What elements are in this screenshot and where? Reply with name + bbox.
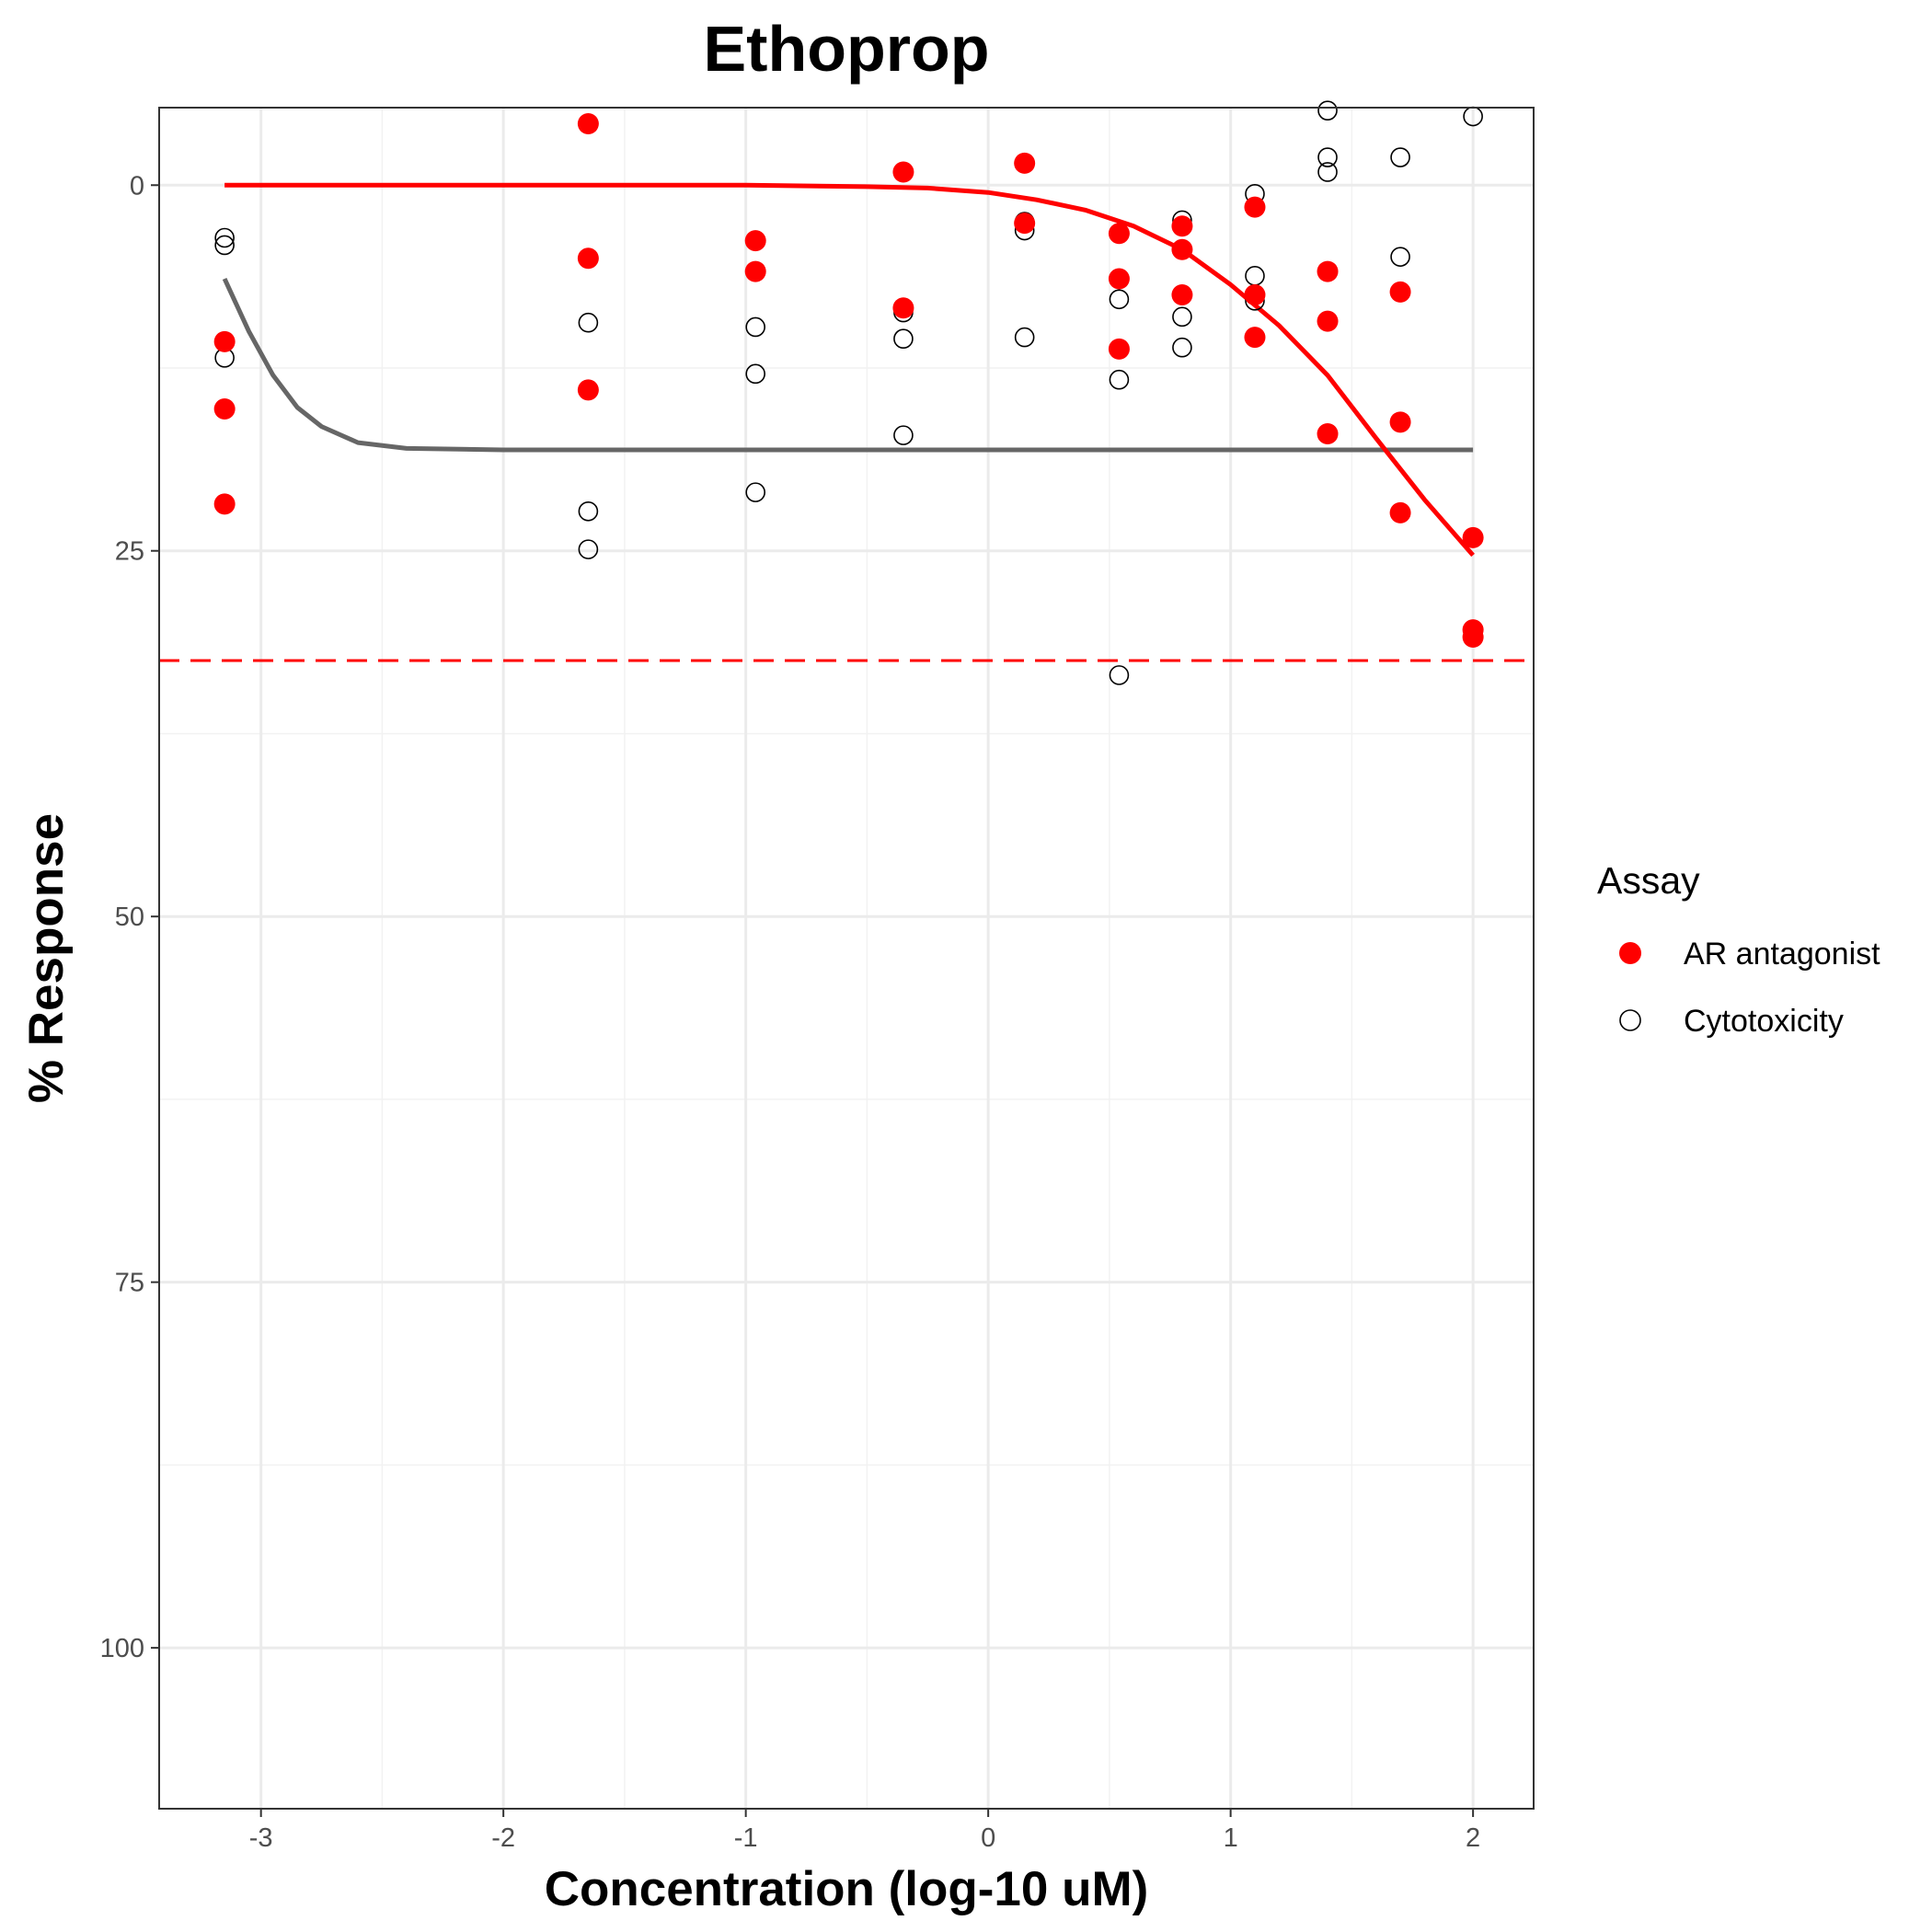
ar-antagonist-point [1317,310,1339,332]
x-tick-label: 2 [1466,1823,1480,1853]
plot-panel-border [158,107,1535,1810]
cytotoxicity-point [745,316,765,338]
cytotoxicity-point [745,363,765,385]
ar-antagonist-point [1014,213,1036,235]
ar-antagonist-point [1244,327,1266,349]
cytotoxicity-point [1109,289,1130,310]
ar-antagonist-point [1244,284,1266,306]
ar-antagonist-point [1389,281,1411,303]
cytotoxicity-point [578,539,599,559]
ar-antagonist-point [1462,526,1484,548]
y-tick-label: 0 [130,171,144,201]
ar-antagonist-point [1014,152,1036,174]
cytotoxicity-point [1172,306,1192,328]
cytotoxicity-point [1172,337,1192,358]
ar-antagonist-point [1171,284,1193,306]
cytotoxicity-point [214,235,235,256]
ar-antagonist-point [1317,423,1339,445]
cytotoxicity-point [1317,162,1338,182]
grid-layer [159,108,1534,1809]
ar-antagonist-point [1317,260,1339,282]
cytotoxicity-point [1317,100,1338,121]
ar-antagonist-point [1244,196,1266,218]
ar-antagonist-point [213,398,236,420]
y-tick-label: 75 [115,1269,144,1298]
ar-antagonist-fit-curve [224,182,1475,558]
cytotoxicity-point [1245,266,1265,286]
ar-antagonist-point [1108,338,1130,360]
y-tick-label: 100 [100,1634,144,1663]
x-tick-label: -3 [249,1823,273,1853]
cytotoxicity-point [1317,147,1338,167]
ar-antagonist-point [213,330,236,352]
legend-label-ar-antagonist: AR antagonist [1684,937,1880,972]
ar-antagonist-point [892,297,914,319]
ar-antagonist-point [577,112,599,134]
ar-antagonist-point [1171,215,1193,237]
curve-layer [222,182,1475,558]
x-tick-label: -1 [734,1823,758,1853]
y-axis-title: % Response [19,813,74,1103]
cytotoxicity-point [893,425,914,445]
y-tick-label: 50 [115,903,144,932]
ar-antagonist-point [1108,223,1130,245]
ar-antagonist-point [1389,501,1411,523]
ar-antagonist-point [1108,268,1130,290]
point-layer [213,100,1484,685]
legend-marker-cytotoxicity [1619,1009,1641,1031]
ar-antagonist-point [1171,238,1193,260]
ar-antagonist-point [577,247,599,270]
axis-layer: -3 -2 -1 0 1 2 0 25 50 75 100 [100,171,1481,1853]
cytotoxicity-point [214,227,235,248]
ar-antagonist-point [744,230,766,252]
x-tick-label: 1 [1224,1823,1238,1853]
cytotoxicity-point [1109,665,1130,685]
y-tick-label: 25 [115,537,144,567]
cytotoxicity-fit-curve [222,277,1474,453]
x-tick-label: -2 [491,1823,515,1853]
ar-antagonist-point [213,493,236,515]
legend-title: Assay [1597,859,1700,902]
x-tick-label: 0 [981,1823,995,1853]
cytotoxicity-point [578,500,599,522]
legend-marker-ar-antagonist [1619,942,1641,964]
cytotoxicity-point [578,312,599,333]
legend: Assay AR antagonist Cytotoxicity [1597,859,1880,1039]
cytotoxicity-point [1390,247,1410,267]
cytotoxicity-point [1109,369,1130,390]
cytotoxicity-point [893,328,914,349]
ar-antagonist-point [744,260,766,282]
ar-antagonist-point [892,161,914,183]
chart-title: Ethoprop [703,13,989,85]
ar-antagonist-point [577,379,599,401]
ar-antagonist-point [1389,411,1411,433]
x-axis-title: Concentration (log-10 uM) [545,1862,1149,1916]
cytotoxicity-point [745,482,765,502]
cytotoxicity-point [1390,147,1410,167]
cytotoxicity-point [1014,327,1035,348]
legend-label-cytotoxicity: Cytotoxicity [1684,1004,1844,1039]
ar-antagonist-point [1462,627,1484,649]
